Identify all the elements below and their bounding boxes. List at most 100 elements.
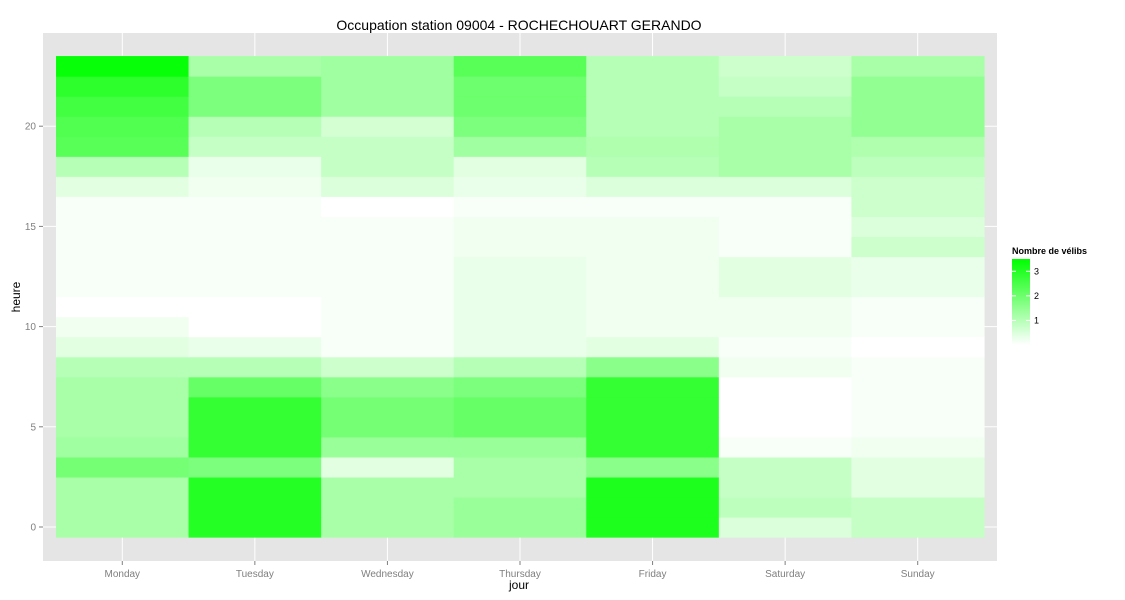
- heatmap-cell: [586, 256, 720, 278]
- heatmap-cells: [56, 56, 985, 538]
- heatmap-cell: [453, 76, 587, 97]
- heatmap-cell: [851, 436, 985, 458]
- heatmap-cell: [851, 236, 985, 258]
- heatmap-cell: [188, 376, 322, 398]
- heatmap-cell: [453, 496, 587, 518]
- heatmap-cell: [718, 216, 853, 238]
- legend-ticks: 1 2 3: [1012, 266, 1039, 325]
- heatmap-cell: [321, 256, 455, 278]
- heatmap-cell: [453, 336, 587, 358]
- heatmap-cell: [453, 356, 587, 378]
- heatmap-cell: [586, 156, 720, 177]
- heatmap-cell: [851, 416, 985, 438]
- heatmap-cell: [718, 416, 853, 438]
- y-tick-label: 5: [30, 422, 36, 433]
- heatmap-cell: [188, 356, 322, 378]
- heatmap-cell: [718, 516, 853, 538]
- heatmap-cell: [188, 336, 322, 358]
- heatmap-cell: [56, 136, 190, 157]
- heatmap-cell: [851, 196, 985, 217]
- heatmap-cell: [453, 296, 587, 318]
- heatmap-cell: [718, 256, 853, 278]
- heatmap-cell: [188, 476, 322, 498]
- heatmap-cell: [586, 56, 720, 77]
- heatmap-cell: [321, 116, 455, 137]
- heatmap-cell: [453, 416, 587, 438]
- x-tick-label: Friday: [639, 569, 667, 580]
- y-tick-label: 15: [25, 222, 37, 233]
- heatmap-cell: [321, 56, 455, 77]
- heatmap-cell: [718, 296, 853, 318]
- heatmap-cell: [851, 336, 985, 358]
- heatmap-cell: [188, 436, 322, 458]
- heatmap-cell: [321, 136, 455, 157]
- heatmap-cell: [56, 476, 190, 498]
- heatmap-cell: [321, 176, 455, 197]
- heatmap-cell: [851, 356, 985, 378]
- heatmap-cell: [851, 136, 985, 157]
- heatmap-cell: [851, 96, 985, 117]
- heatmap-cell: [321, 336, 455, 358]
- heatmap-cell: [586, 316, 720, 338]
- heatmap-cell: [453, 216, 587, 238]
- heatmap-cell: [586, 276, 720, 298]
- heatmap-cell: [321, 356, 455, 378]
- heatmap-cell: [586, 376, 720, 398]
- x-tick-label: Tuesday: [236, 569, 274, 580]
- heatmap-cell: [56, 176, 190, 197]
- heatmap-cell: [718, 176, 853, 197]
- heatmap-cell: [718, 356, 853, 378]
- heatmap-cell: [188, 276, 322, 298]
- heatmap-cell: [56, 336, 190, 358]
- heatmap-cell: [586, 496, 720, 518]
- x-tick-label: Thursday: [499, 569, 541, 580]
- heatmap-cell: [188, 256, 322, 278]
- heatmap-cell: [321, 276, 455, 298]
- heatmap-cell: [56, 396, 190, 418]
- heatmap-cell: [718, 56, 853, 77]
- heatmap-cell: [453, 316, 587, 338]
- y-tick-label: 0: [30, 523, 36, 534]
- heatmap-cell: [586, 96, 720, 117]
- heatmap-cell: [718, 376, 853, 398]
- heatmap-cell: [851, 316, 985, 338]
- heatmap-cell: [56, 96, 190, 117]
- heatmap-cell: [851, 176, 985, 197]
- heatmap-cell: [321, 76, 455, 97]
- heatmap-cell: [851, 156, 985, 177]
- legend-title: Nombre de vélibs: [1012, 246, 1087, 256]
- heatmap-cell: [56, 56, 190, 77]
- heatmap-cell: [56, 276, 190, 298]
- heatmap-cell: [321, 316, 455, 338]
- legend: Nombre de vélibs 1 2 3: [1012, 246, 1087, 345]
- legend-tick-label: 2: [1034, 291, 1039, 301]
- heatmap-cell: [188, 56, 322, 77]
- heatmap-cell: [188, 136, 322, 157]
- heatmap-cell: [188, 416, 322, 438]
- heatmap-cell: [453, 436, 587, 458]
- heatmap-cell: [453, 276, 587, 298]
- x-tick-label: Monday: [104, 569, 140, 580]
- heatmap-cell: [321, 436, 455, 458]
- heatmap-cell: [321, 156, 455, 177]
- y-tick-label: 10: [25, 322, 37, 333]
- heatmap-cell: [586, 116, 720, 137]
- heatmap-cell: [453, 456, 587, 478]
- y-axis-title: heure: [9, 281, 23, 312]
- heatmap-cell: [56, 216, 190, 238]
- heatmap-cell: [56, 376, 190, 398]
- heatmap-cell: [586, 296, 720, 318]
- heatmap-cell: [56, 156, 190, 177]
- heatmap-cell: [56, 76, 190, 97]
- heatmap-cell: [718, 96, 853, 117]
- heatmap-cell: [453, 376, 587, 398]
- heatmap-cell: [188, 176, 322, 197]
- heatmap-cell: [56, 456, 190, 478]
- x-axis-title: jour: [508, 578, 529, 592]
- x-tick-label: Sunday: [901, 569, 935, 580]
- heatmap-cell: [56, 416, 190, 438]
- heatmap-cell: [321, 416, 455, 438]
- heatmap-cell: [188, 96, 322, 117]
- heatmap-cell: [188, 456, 322, 478]
- heatmap-cell: [718, 236, 853, 258]
